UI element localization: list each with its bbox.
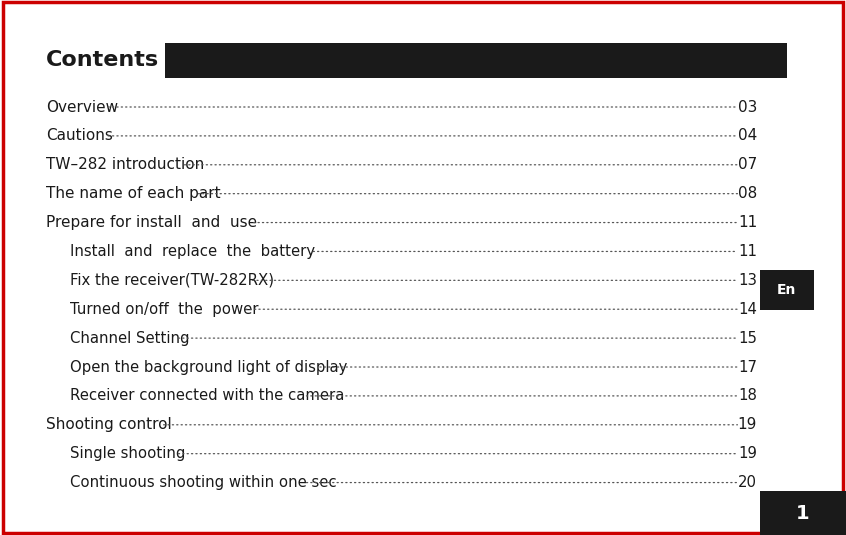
Text: 19: 19 bbox=[738, 417, 757, 432]
Text: 08: 08 bbox=[738, 186, 757, 201]
Text: 07: 07 bbox=[738, 157, 757, 172]
Bar bbox=[165, 43, 787, 78]
Text: Receiver connected with the camera: Receiver connected with the camera bbox=[70, 388, 344, 403]
Text: Overview: Overview bbox=[46, 100, 118, 114]
Text: 18: 18 bbox=[739, 388, 757, 403]
Text: 17: 17 bbox=[739, 360, 757, 374]
Text: 11: 11 bbox=[738, 215, 757, 230]
Text: 20: 20 bbox=[739, 475, 757, 490]
Text: 04: 04 bbox=[738, 128, 757, 143]
Text: TW–282 introduction: TW–282 introduction bbox=[46, 157, 204, 172]
Text: Channel Setting: Channel Setting bbox=[70, 331, 190, 346]
Text: Open the background light of display: Open the background light of display bbox=[70, 360, 348, 374]
Text: Continuous shooting within one sec: Continuous shooting within one sec bbox=[70, 475, 337, 490]
Text: 14: 14 bbox=[739, 302, 757, 317]
Text: Turned on/off  the  power: Turned on/off the power bbox=[70, 302, 259, 317]
Text: The name of each part: The name of each part bbox=[46, 186, 220, 201]
Text: Cautions: Cautions bbox=[46, 128, 113, 143]
Bar bbox=[760, 491, 846, 535]
Text: Single shooting: Single shooting bbox=[70, 446, 185, 461]
Text: Install  and  replace  the  battery: Install and replace the battery bbox=[70, 244, 316, 259]
Bar bbox=[760, 270, 814, 310]
Text: 15: 15 bbox=[739, 331, 757, 346]
Text: 19: 19 bbox=[739, 446, 757, 461]
Text: Shooting control: Shooting control bbox=[46, 417, 172, 432]
Text: 03: 03 bbox=[738, 100, 757, 114]
Text: Contents: Contents bbox=[46, 50, 159, 70]
Text: Fix the receiver(TW-282RX): Fix the receiver(TW-282RX) bbox=[70, 273, 274, 288]
Text: 13: 13 bbox=[739, 273, 757, 288]
Text: Prepare for install  and  use: Prepare for install and use bbox=[46, 215, 257, 230]
Text: En: En bbox=[777, 283, 796, 297]
Text: 11: 11 bbox=[739, 244, 757, 259]
Text: 1: 1 bbox=[796, 503, 810, 523]
